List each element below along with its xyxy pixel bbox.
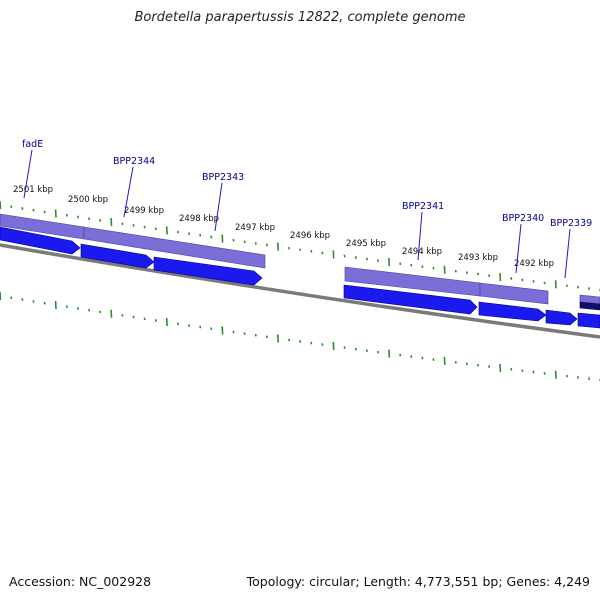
gene-leader-line	[564, 228, 571, 279]
gene-arrow-group	[0, 226, 600, 329]
accession-text: Accession: NC_002928	[9, 574, 152, 589]
map-title: Bordetella parapertussis 12822, complete…	[134, 10, 466, 25]
gene-label-bpp2343[interactable]: BPP2343	[202, 172, 244, 183]
gene-labels: fadE BPP2344 BPP2343 BPP2341 BPP2340 BPP…	[22, 139, 592, 279]
gene-leader-line	[23, 149, 33, 199]
gene-label-bpp2344[interactable]: BPP2344	[113, 156, 155, 167]
kbp-label: 2501 kbp	[13, 185, 53, 195]
kbp-label: 2497 kbp	[235, 223, 275, 233]
gene-label-bpp2339[interactable]: BPP2339	[550, 218, 592, 229]
gene-leader-line	[123, 166, 134, 218]
kbp-label: 2499 kbp	[124, 206, 164, 216]
gene-arrow-7[interactable]	[577, 312, 600, 329]
kbp-label: 2498 kbp	[179, 214, 219, 224]
gene-label-bpp2341[interactable]: BPP2341	[402, 201, 444, 212]
gene-band-4[interactable]	[479, 282, 549, 305]
genome-summary-text: Topology: circular; Length: 4,773,551 bp…	[246, 574, 590, 589]
gene-arrow-dark[interactable]	[579, 301, 600, 311]
gene-arrow-1[interactable]	[0, 226, 81, 255]
gene-band-2[interactable]	[83, 226, 266, 269]
gene-arrow-2[interactable]	[80, 243, 155, 269]
kbp-label: 2493 kbp	[458, 253, 498, 263]
kbp-label: 2496 kbp	[290, 231, 330, 241]
gene-leader-line	[417, 211, 423, 261]
backbone-line	[0, 243, 600, 339]
gene-arrow-3[interactable]	[153, 256, 263, 286]
gene-arrow-6[interactable]	[545, 309, 578, 326]
gene-arrow-4[interactable]	[343, 284, 478, 315]
gene-leader-line	[214, 182, 223, 232]
inner-tick-arc	[0, 200, 600, 292]
gene-label-fade[interactable]: fadE	[22, 139, 43, 150]
gene-arrow-5[interactable]	[478, 301, 547, 322]
gene-leader-line	[515, 223, 522, 274]
kbp-label: 2495 kbp	[346, 239, 386, 249]
kbp-labels: 2501 kbp 2500 kbp 2499 kbp 2498 kbp 2497…	[13, 185, 554, 269]
kbp-label: 2492 kbp	[514, 259, 554, 269]
gene-label-bpp2340[interactable]: BPP2340	[502, 213, 544, 224]
kbp-label: 2494 kbp	[402, 247, 442, 257]
kbp-label: 2500 kbp	[68, 195, 108, 205]
outer-tick-arc	[0, 291, 600, 382]
